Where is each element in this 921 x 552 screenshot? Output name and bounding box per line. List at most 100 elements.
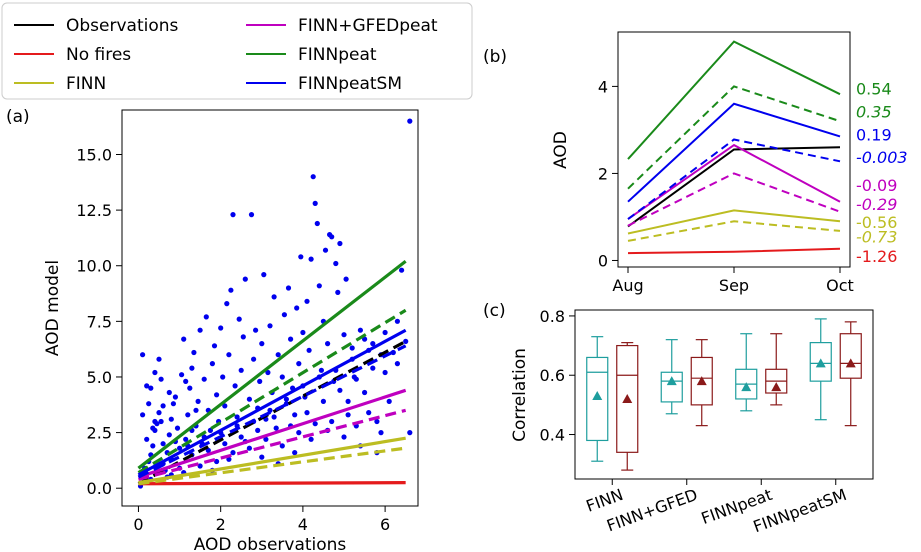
scatter-point bbox=[228, 287, 234, 293]
bias-annotation: 0.19 bbox=[856, 125, 892, 144]
scatter-point bbox=[394, 318, 400, 324]
scatter-point bbox=[251, 356, 257, 362]
scatter-point bbox=[226, 352, 232, 358]
scatter-point bbox=[257, 378, 263, 384]
box-mean-marker bbox=[741, 382, 752, 392]
fit-line-finn-gfedpeat-solid bbox=[137, 388, 407, 479]
panel-b-xtick-label: Aug bbox=[612, 276, 643, 295]
line-no-fires-solid bbox=[627, 247, 841, 255]
box-finnpeat-red bbox=[765, 333, 788, 406]
scatter-point bbox=[296, 361, 302, 367]
panel-c-ytick-label: 0.8 bbox=[540, 307, 565, 326]
scatter-point bbox=[283, 396, 289, 402]
scatter-point bbox=[236, 316, 242, 322]
scatter-point bbox=[166, 389, 172, 396]
scatter-point bbox=[211, 343, 218, 349]
scatter-point bbox=[271, 294, 277, 300]
scatter-point bbox=[144, 436, 150, 442]
box-mean-marker bbox=[815, 358, 826, 368]
scatter-point bbox=[304, 410, 310, 416]
scatter-point bbox=[166, 432, 172, 438]
fit-line-finnpeat-dashed bbox=[137, 308, 407, 474]
scatter-point bbox=[150, 425, 156, 431]
scatter-point bbox=[259, 341, 265, 347]
line-finn-dashed bbox=[627, 220, 841, 242]
scatter-point bbox=[304, 298, 310, 304]
scatter-point bbox=[242, 276, 248, 282]
scatter-point bbox=[399, 267, 405, 273]
panel-a-scatter: 0 2 4 6 0.0 2.5 5.0 7.5 10.0 12.5 15.0 AOD observa… bbox=[43, 109, 419, 552]
box-mean-marker bbox=[696, 376, 707, 386]
scatter-point bbox=[191, 349, 197, 356]
scatter-point bbox=[144, 383, 150, 389]
panel-c-ylabel: Correlation bbox=[510, 348, 530, 442]
scatter-point bbox=[345, 412, 351, 418]
line-observations-solid bbox=[627, 146, 841, 228]
box-finn-gfed-red bbox=[690, 339, 713, 427]
scatter-point bbox=[222, 441, 228, 447]
scatter-point bbox=[259, 454, 265, 460]
fit-line-finn-dashed bbox=[138, 446, 406, 486]
scatter-point bbox=[160, 441, 166, 447]
scatter-point bbox=[183, 436, 189, 442]
legend: Observations No fires FINN FINN+GFEDpeat FIN… bbox=[1, 2, 473, 100]
scatter-point bbox=[205, 447, 211, 453]
scatter-point bbox=[156, 356, 162, 362]
scatter-point bbox=[294, 305, 300, 311]
scatter-point bbox=[322, 247, 329, 253]
bias-annotation: -0.56 bbox=[856, 213, 897, 232]
scatter-point bbox=[240, 334, 246, 340]
line-finn-solid bbox=[627, 209, 841, 235]
scatter-point bbox=[148, 385, 154, 391]
scatter-point bbox=[308, 436, 314, 442]
panel-b-ytick-label: 2 bbox=[598, 164, 608, 183]
scatter-point bbox=[158, 376, 164, 382]
scatter-point bbox=[261, 272, 267, 278]
scatter-point bbox=[292, 412, 298, 418]
scatter-point bbox=[271, 414, 277, 420]
panel-b-xtick-label: Oct bbox=[826, 276, 854, 295]
scatter-point bbox=[248, 212, 255, 218]
scatter-point bbox=[378, 430, 384, 436]
scatter-point bbox=[170, 401, 176, 407]
bias-annotation: 0.54 bbox=[856, 80, 892, 99]
fit-line-finnpeatsm-solid bbox=[137, 328, 407, 477]
bias-annotation: 0.35 bbox=[856, 103, 892, 122]
legend-label-finnpeatsm: FINNpeatSM bbox=[298, 74, 402, 94]
scatter-point bbox=[150, 443, 156, 449]
panel-c-ytick-label: 0.4 bbox=[540, 426, 565, 445]
scatter-point bbox=[267, 323, 273, 329]
fit-line-finnpeat-solid bbox=[137, 260, 407, 470]
box-mean-marker bbox=[666, 376, 677, 386]
box-body bbox=[616, 344, 639, 453]
scatter-point bbox=[195, 398, 201, 404]
scatter-point bbox=[234, 414, 240, 420]
scatter-point bbox=[187, 385, 193, 391]
scatter-point bbox=[158, 418, 164, 425]
scatter-point bbox=[185, 412, 191, 418]
scatter-point bbox=[296, 430, 302, 436]
bias-annotation: -0.29 bbox=[856, 195, 897, 214]
box-finn-red bbox=[616, 342, 639, 471]
box-body bbox=[690, 356, 713, 406]
box-finn-gfed-teal bbox=[660, 339, 683, 415]
scatter-point bbox=[382, 369, 388, 376]
line-finnpeatsm-dashed bbox=[627, 138, 841, 220]
bias-annotation: -0.73 bbox=[856, 228, 897, 247]
legend-label-no-fires: No fires bbox=[66, 45, 131, 65]
bias-annotation: -1.26 bbox=[856, 247, 897, 266]
fit-line-finn-gfedpeat-dashed bbox=[138, 408, 407, 481]
panel-a-xlabel: AOD observations bbox=[194, 535, 347, 552]
scatter-point bbox=[316, 283, 322, 289]
scatter-point bbox=[362, 389, 368, 396]
scatter-point bbox=[140, 352, 146, 358]
scatter-point bbox=[370, 341, 376, 347]
scatter-point bbox=[329, 418, 335, 425]
scatter-point bbox=[298, 254, 304, 260]
legend-label-finn: FINN bbox=[66, 74, 106, 94]
scatter-point bbox=[279, 374, 285, 380]
panel-a-xtick-label: 2 bbox=[216, 515, 226, 534]
panel-c-ytick-label: 0.6 bbox=[540, 366, 565, 385]
scatter-point bbox=[281, 312, 287, 318]
panel-label-b: (b) bbox=[483, 47, 507, 67]
